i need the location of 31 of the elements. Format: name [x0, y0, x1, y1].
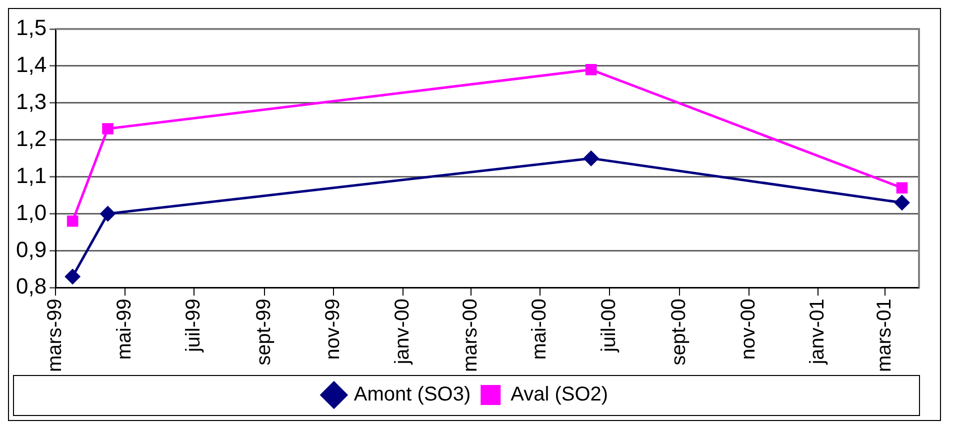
x-tick-label: sept-99	[252, 298, 275, 366]
point	[894, 194, 910, 211]
y-tick-label: 0,9	[16, 236, 47, 262]
point	[896, 182, 908, 194]
x-tick-label: sept-00	[668, 298, 690, 366]
y-tick-label: 1,1	[16, 162, 47, 188]
point	[583, 150, 600, 166]
x-tick-label: mai-00	[528, 298, 551, 360]
x-tick-label: juil-99	[182, 298, 205, 354]
y-tick-label: 1,2	[16, 126, 47, 151]
x-tick-label: janv-00	[391, 298, 414, 366]
y-tick-label: 1,0	[16, 200, 47, 225]
legend-label: Aval (SO2)	[510, 384, 608, 406]
point	[585, 64, 597, 76]
legend-label: Amont (SO3)	[354, 384, 471, 406]
x-tick-label: mars-00	[459, 298, 482, 372]
y-tick-label: 0,8	[16, 274, 47, 299]
x-tick-label: mars-99	[44, 298, 66, 372]
point	[100, 206, 116, 222]
y-tick-label: 1,4	[16, 52, 47, 78]
x-tick-label: mai-99	[113, 298, 136, 360]
point	[66, 215, 78, 227]
x-tick-label: janv-01	[806, 298, 829, 366]
x-tick-label: juil-00	[598, 298, 620, 354]
point	[64, 268, 81, 285]
point	[102, 123, 114, 134]
x-tick-label: mars-01	[873, 298, 896, 372]
y-tick-label: 1,3	[16, 88, 47, 114]
y-tick-label: 1,5	[16, 15, 47, 40]
x-tick-label: nov-00	[737, 298, 760, 360]
x-tick-label: nov-99	[322, 298, 344, 360]
